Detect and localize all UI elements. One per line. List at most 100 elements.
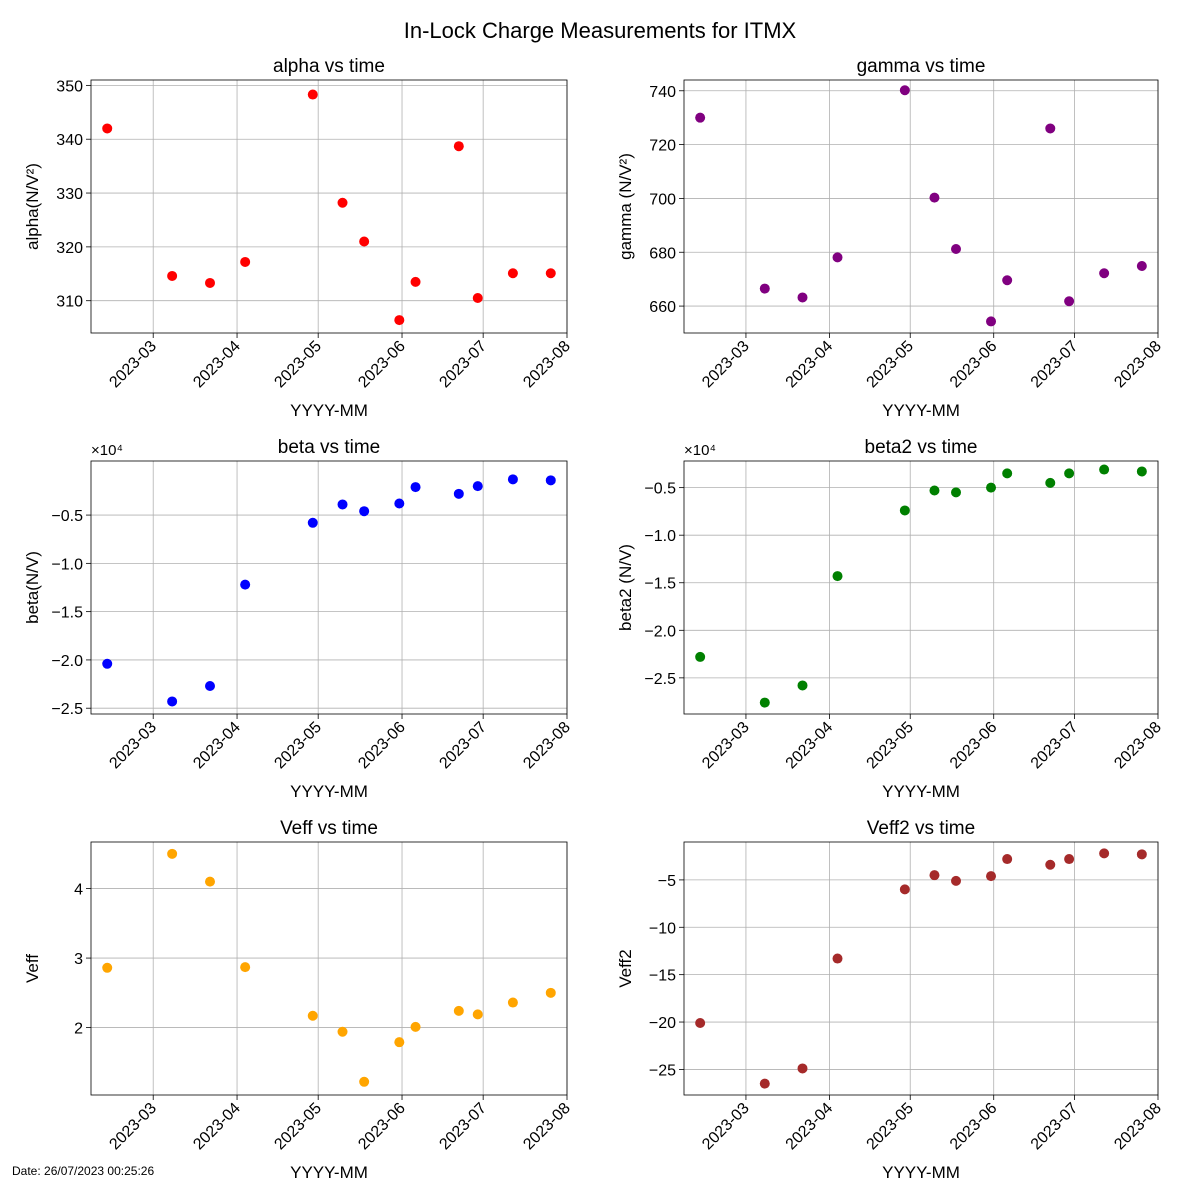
- data-point: [986, 316, 997, 327]
- x-tick-label: 2023-08: [1111, 338, 1165, 392]
- data-point: [1099, 464, 1110, 475]
- axes-frame: [683, 79, 1159, 334]
- x-tick-label: 2023-08: [520, 719, 574, 773]
- axes-frame: [683, 841, 1159, 1096]
- data-point: [167, 270, 178, 281]
- data-point: [899, 85, 910, 96]
- y-tick-label: −10: [649, 920, 676, 937]
- x-tick-label: 2023-05: [271, 719, 325, 773]
- data-point: [1064, 468, 1075, 479]
- y-tick-label: 700: [649, 191, 676, 208]
- data-point: [1136, 260, 1147, 271]
- y-tick-label: 680: [649, 245, 676, 262]
- data-point: [472, 1009, 483, 1020]
- data-point: [453, 141, 464, 152]
- y-tick-label: 310: [56, 294, 83, 311]
- x-tick-label: 2023-03: [699, 338, 753, 392]
- y-tick-label: −1.0: [51, 556, 83, 573]
- data-point: [507, 474, 518, 485]
- y-tick-label: 660: [649, 299, 676, 316]
- subplot-1: 310 320 330 340 350 2023-03 2023-04 2023-05 2023…: [23, 56, 574, 420]
- x-tick-label: 2023-03: [699, 719, 753, 773]
- y-tick-label: 340: [56, 132, 83, 149]
- subplot-title: beta vs time: [278, 437, 380, 458]
- y-axis-label: beta2 (N/V): [616, 544, 635, 631]
- subplot-3: −2.5 −2.0 −1.5 −1.0 −0.5 2023-03 2023-04 2023-0…: [23, 437, 574, 801]
- data-point: [545, 987, 556, 998]
- axes-frame: [683, 460, 1159, 715]
- subplot-5: 2 3 4 2023-03 2023-04 2023-05 2023-06 2023-07 20…: [23, 818, 574, 1182]
- subplot-title: alpha vs time: [273, 56, 385, 77]
- x-tick-label: 2023-04: [190, 1100, 244, 1154]
- data-point: [1002, 468, 1013, 479]
- data-point: [986, 871, 997, 882]
- data-point: [337, 197, 348, 208]
- data-point: [1045, 859, 1056, 870]
- data-point: [1099, 848, 1110, 859]
- x-tick-label: 2023-03: [106, 719, 160, 773]
- data-point: [832, 252, 843, 263]
- x-axis-label: YYYY-MM: [882, 1163, 960, 1182]
- data-point: [394, 315, 405, 326]
- data-point: [102, 123, 113, 134]
- y-tick-label: 320: [56, 240, 83, 257]
- x-tick-label: 2023-07: [1028, 719, 1082, 773]
- data-point: [472, 481, 483, 492]
- x-tick-label: 2023-03: [699, 1100, 753, 1154]
- data-point: [759, 1078, 770, 1089]
- footer-date: Date: 26/07/2023 00:25:26: [12, 1164, 155, 1178]
- y-tick-label: −2.0: [51, 653, 83, 670]
- data-point: [205, 277, 215, 288]
- data-point: [929, 485, 940, 496]
- x-tick-label: 2023-04: [190, 338, 244, 392]
- data-point: [1002, 854, 1013, 865]
- data-point: [797, 680, 808, 691]
- data-point: [797, 1063, 808, 1074]
- axes-frame: [90, 460, 568, 715]
- y-axis-label: alpha(N/V²): [23, 163, 42, 250]
- data-point: [167, 848, 178, 859]
- data-point: [951, 487, 962, 498]
- data-point: [307, 517, 318, 528]
- x-tick-label: 2023-07: [436, 719, 490, 773]
- x-tick-label: 2023-06: [355, 1100, 409, 1154]
- data-point: [899, 505, 910, 516]
- data-point: [307, 1010, 318, 1021]
- data-point: [1099, 268, 1110, 279]
- data-point: [102, 962, 113, 973]
- data-point: [507, 997, 518, 1008]
- data-point: [205, 876, 215, 887]
- data-point: [359, 506, 370, 517]
- x-axis-label: YYYY-MM: [290, 401, 368, 420]
- x-tick-label: 2023-08: [520, 338, 574, 392]
- subplot-4: −2.5 −2.0 −1.5 −1.0 −0.5 2023-03 2023-04 2023-0…: [616, 437, 1165, 801]
- x-axis-label: YYYY-MM: [290, 782, 368, 801]
- data-point: [307, 89, 318, 100]
- y-tick-label: 330: [56, 186, 83, 203]
- subplot-6: −25 −20 −15 −10 −5 2023-03 2023-04 2023-05 2023-…: [616, 818, 1165, 1182]
- data-point: [102, 658, 113, 669]
- y-tick-label: −2.0: [644, 623, 676, 640]
- x-tick-label: 2023-04: [190, 719, 244, 773]
- y-tick-label: −1.0: [644, 528, 676, 545]
- y-tick-label: −2.5: [644, 671, 676, 688]
- x-tick-label: 2023-04: [783, 338, 837, 392]
- x-tick-label: 2023-03: [106, 338, 160, 392]
- x-tick-label: 2023-07: [436, 1100, 490, 1154]
- y-tick-label: −5: [658, 873, 676, 890]
- x-tick-label: 2023-08: [1111, 719, 1165, 773]
- data-point: [410, 1021, 421, 1032]
- data-point: [1002, 275, 1013, 286]
- data-point: [545, 268, 556, 279]
- y-tick-label: −0.5: [644, 481, 676, 498]
- y-tick-label: 2: [74, 1021, 83, 1038]
- data-point: [337, 499, 348, 510]
- data-point: [951, 875, 962, 886]
- data-point: [759, 697, 770, 708]
- data-point: [167, 696, 178, 707]
- data-point: [240, 256, 251, 267]
- data-point: [453, 488, 464, 499]
- data-point: [472, 293, 483, 304]
- x-tick-label: 2023-05: [864, 1100, 918, 1154]
